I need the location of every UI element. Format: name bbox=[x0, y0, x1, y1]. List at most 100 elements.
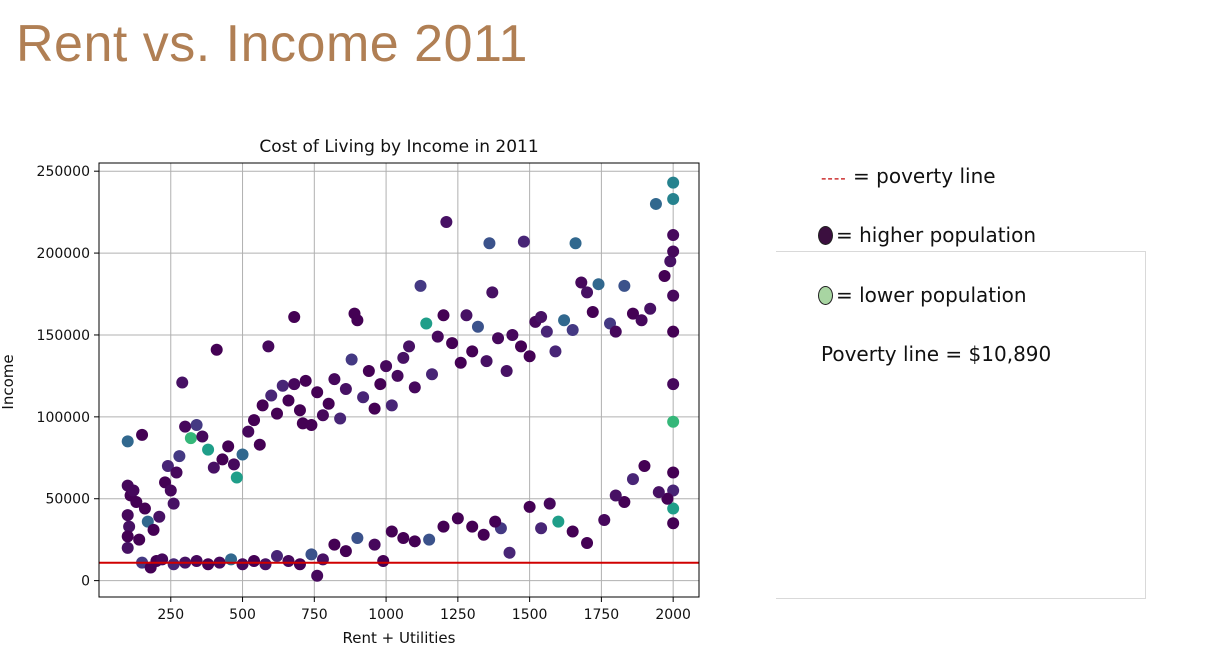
scatter-point bbox=[391, 369, 404, 382]
y-tick-label: 250000 bbox=[37, 164, 90, 180]
scatter-point bbox=[515, 340, 528, 353]
scatter-point bbox=[377, 554, 390, 567]
scatter-point bbox=[477, 528, 490, 541]
scatter-point bbox=[575, 276, 588, 289]
scatter-point bbox=[236, 558, 249, 571]
scatter-point bbox=[423, 533, 436, 546]
scatter-point bbox=[339, 383, 352, 396]
scatter-point bbox=[164, 484, 177, 497]
chart-title: Cost of Living by Income in 2011 bbox=[259, 137, 538, 157]
scatter-point bbox=[638, 459, 651, 472]
scatter-point bbox=[609, 489, 622, 502]
y-axis-ticks: 0 50000 100000 150000 200000 250000 bbox=[37, 164, 99, 590]
scatter-point bbox=[311, 569, 324, 582]
scatter-point bbox=[609, 325, 622, 338]
plot-frame bbox=[98, 162, 700, 598]
scatter-point bbox=[305, 548, 318, 561]
scatter-point bbox=[667, 502, 680, 515]
scatter-point bbox=[299, 374, 312, 387]
legend-poverty-label: = poverty line bbox=[853, 164, 996, 188]
x-tick-label: 1750 bbox=[584, 607, 620, 623]
scatter-point bbox=[592, 278, 605, 291]
scatter-point bbox=[222, 440, 235, 453]
scatter-point bbox=[230, 471, 243, 484]
scatter-point bbox=[121, 530, 134, 543]
scatter-point bbox=[649, 197, 662, 210]
scatter-point bbox=[362, 364, 375, 377]
scatter-point bbox=[437, 520, 450, 533]
y-tick-label: 100000 bbox=[37, 410, 90, 426]
scatter-point bbox=[483, 237, 496, 250]
scatter-point bbox=[161, 459, 174, 472]
scatter-point bbox=[121, 435, 134, 448]
scatter-point bbox=[282, 394, 295, 407]
x-tick-label: 500 bbox=[229, 607, 256, 623]
scatter-points bbox=[121, 176, 680, 582]
scatter-point bbox=[351, 532, 364, 545]
scatter-point bbox=[471, 320, 484, 333]
scatter-point bbox=[270, 550, 283, 563]
scatter-point bbox=[667, 245, 680, 258]
scatter-point bbox=[127, 484, 140, 497]
scatter-point bbox=[138, 502, 151, 515]
scatter-point bbox=[408, 535, 421, 548]
scatter-point bbox=[408, 381, 421, 394]
scatter-point bbox=[658, 270, 671, 283]
scatter-point bbox=[506, 328, 519, 341]
scatter-point bbox=[385, 399, 398, 412]
scatter-point bbox=[403, 340, 416, 353]
scatter-point bbox=[190, 419, 203, 432]
scatter-point bbox=[667, 378, 680, 391]
scatter-point bbox=[598, 514, 611, 527]
scatter-point bbox=[486, 286, 499, 299]
scatter-point bbox=[216, 453, 229, 466]
scatter-point bbox=[368, 402, 381, 415]
scatter-point bbox=[626, 307, 639, 320]
y-tick-label: 50000 bbox=[45, 492, 90, 508]
scatter-point bbox=[500, 364, 513, 377]
scatter-point bbox=[262, 340, 275, 353]
scatter-point bbox=[480, 355, 493, 368]
x-tick-label: 1500 bbox=[512, 607, 548, 623]
scatter-point bbox=[133, 533, 146, 546]
y-axis-label: Income bbox=[0, 354, 17, 409]
y-tick-label: 200000 bbox=[37, 246, 90, 262]
scatter-point bbox=[282, 554, 295, 567]
scatter-point bbox=[265, 389, 278, 402]
scatter-point bbox=[466, 520, 479, 533]
scatter-point bbox=[202, 558, 215, 571]
legend-higher-population: = higher population bbox=[818, 223, 1036, 247]
scatter-point bbox=[270, 407, 283, 420]
scatter-point bbox=[667, 193, 680, 206]
scatter-point bbox=[176, 376, 189, 389]
scatter-point bbox=[190, 554, 203, 567]
legend-higher-label: = higher population bbox=[836, 223, 1037, 247]
scatter-point bbox=[492, 332, 505, 345]
scatter-chart: 250 500 750 1000 1250 1500 1750 2000 0 50000 1000… bbox=[0, 137, 700, 647]
scatter-point bbox=[549, 345, 562, 358]
x-tick-label: 250 bbox=[157, 607, 184, 623]
scatter-point bbox=[248, 554, 261, 567]
legend-box bbox=[776, 251, 1146, 599]
scatter-point bbox=[664, 255, 677, 268]
scatter-point bbox=[667, 517, 680, 530]
scatter-point bbox=[288, 378, 301, 391]
scatter-point bbox=[667, 466, 680, 479]
scatter-point bbox=[121, 509, 134, 522]
scatter-point bbox=[339, 545, 352, 558]
scatter-point bbox=[460, 309, 473, 322]
scatter-point bbox=[130, 496, 143, 509]
light-dot-icon bbox=[818, 286, 833, 305]
scatter-point bbox=[316, 409, 329, 422]
scatter-point bbox=[618, 496, 631, 509]
scatter-point bbox=[558, 314, 571, 327]
scatter-point bbox=[635, 314, 648, 327]
scatter-point bbox=[667, 176, 680, 189]
scatter-point bbox=[167, 497, 180, 510]
scatter-point bbox=[173, 450, 186, 463]
scatter-point bbox=[368, 538, 381, 551]
scatter-point bbox=[626, 473, 639, 486]
scatter-point bbox=[414, 279, 427, 292]
scatter-point bbox=[153, 510, 166, 523]
scatter-point bbox=[652, 486, 665, 499]
